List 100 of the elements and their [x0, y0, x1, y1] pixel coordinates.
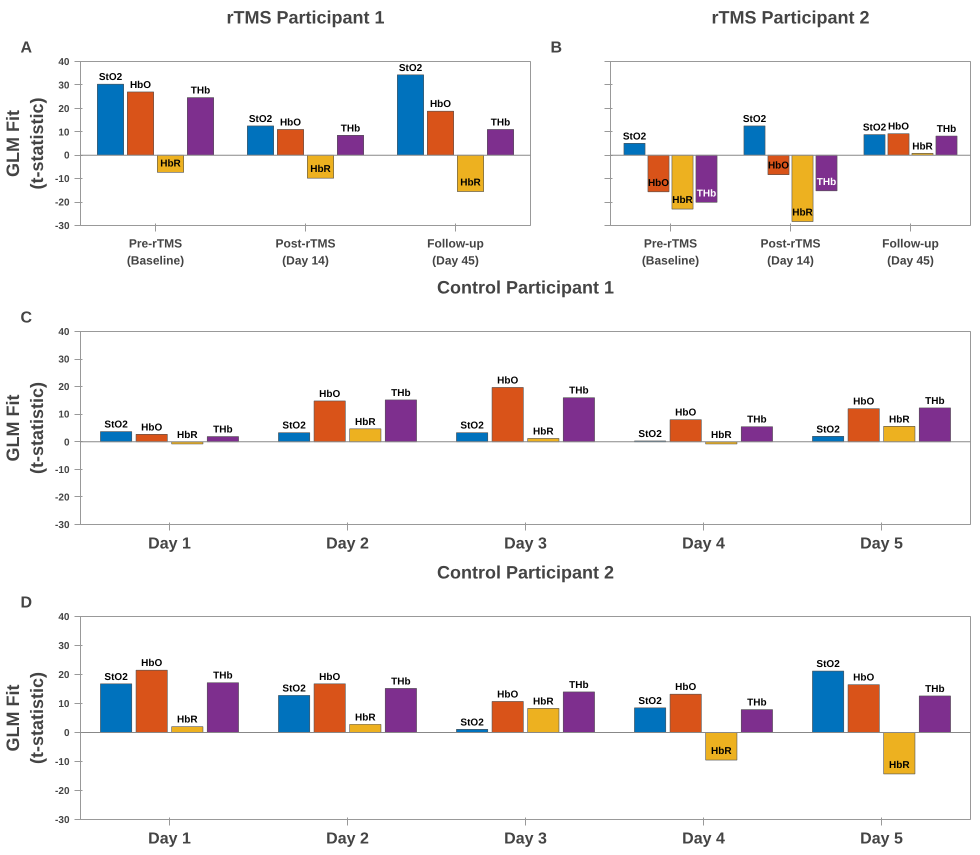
y-tick-label: -30	[55, 520, 70, 531]
series-label: StO2	[104, 672, 128, 683]
text: StO2	[638, 428, 662, 440]
text: StO2	[282, 420, 306, 432]
text: HbR	[355, 712, 376, 724]
text: HbO	[675, 408, 696, 419]
x-tick-label: Day 1	[148, 536, 191, 552]
text: StO2	[248, 114, 272, 125]
text: HbO	[853, 672, 874, 684]
series-label: HbR	[177, 430, 198, 441]
y-tick-label: 0	[64, 437, 70, 448]
x-tick-label: Post-rTMS (Day 14)	[760, 236, 820, 268]
text: THb	[925, 684, 945, 695]
y-tick-label: 10	[58, 127, 70, 138]
chart-title: Control Participant 2	[436, 562, 614, 582]
text: HbR	[889, 414, 910, 426]
y-axis-title: GLM Fit (t-statistic)	[3, 382, 48, 474]
series-label: HbR	[672, 195, 694, 206]
series-label: THb	[190, 86, 210, 97]
x-tick-label: Follow-up (Day 45)	[882, 236, 939, 268]
text: HbR	[912, 141, 933, 152]
text: HbR	[889, 760, 910, 771]
chart-title: Control Participant 1	[436, 278, 614, 298]
text: C	[20, 310, 32, 326]
series-label: StO2	[622, 131, 647, 142]
y-tick-label: -20	[55, 786, 70, 797]
text: D	[20, 594, 32, 612]
x-tick-label: Day 3	[504, 830, 547, 848]
y-tick-label: 30	[58, 641, 70, 652]
x-tick-label: Day 2	[326, 830, 369, 848]
text: StO2	[742, 114, 766, 125]
text: HbO	[497, 375, 518, 386]
text: THb	[936, 124, 956, 136]
text: THb	[490, 117, 510, 128]
text: StO2	[460, 420, 484, 432]
y-tick-label: 0	[64, 150, 70, 162]
text: HbO	[888, 122, 910, 133]
y-tick-label: -10	[55, 174, 70, 186]
x-tick-label: Day 5	[860, 830, 903, 848]
y-tick-label: 40	[58, 57, 70, 68]
text: THb	[391, 676, 411, 688]
text: HbR	[533, 426, 554, 438]
y-tick-label: -10	[55, 464, 70, 476]
x-tick-label: Follow-up (Day 45)	[427, 236, 484, 268]
text: StO2	[816, 424, 840, 436]
text: HbO	[319, 672, 340, 683]
text: THb	[569, 386, 589, 397]
text: HbR	[355, 416, 376, 428]
y-tick-label: 30	[58, 80, 70, 92]
x-tick-label: Day 1	[148, 830, 191, 848]
text: THb	[747, 698, 767, 709]
x-tick-label: Post-rTMS (Day 14)	[276, 236, 336, 268]
series-label: HbO	[648, 178, 670, 189]
series-label: THb	[213, 424, 233, 436]
text: HbR	[792, 208, 813, 219]
series-label: HbR	[310, 164, 332, 176]
y-tick-label: 30	[58, 354, 70, 366]
text: HbR	[533, 696, 554, 708]
x-tick-label: Day 4	[682, 536, 725, 552]
chart-title: rTMS Participant 2	[711, 8, 870, 28]
text: StO2	[398, 62, 422, 74]
x-tick-label: Pre-rTMS (Baseline)	[126, 236, 184, 268]
y-axis-title: GLM Fit (t-statistic)	[3, 97, 48, 190]
y-tick-label: 0	[64, 728, 70, 739]
chart-title: rTMS Participant 1	[226, 8, 385, 28]
text: THb	[340, 123, 360, 134]
y-axis-title: GLM Fit (t-statistic)	[3, 672, 48, 764]
series-label: HbR	[177, 714, 198, 726]
text: THb	[925, 396, 945, 407]
x-tick-label: Day 3	[504, 536, 547, 552]
y-tick-label: -20	[55, 198, 70, 209]
y-tick-label: 40	[58, 327, 70, 338]
y-tick-label: -20	[55, 492, 70, 504]
series-label: HbO	[141, 658, 162, 670]
series-label: THb	[696, 188, 716, 200]
text: StO2	[282, 683, 306, 694]
y-tick-label: 20	[58, 104, 70, 115]
text: StO2	[816, 659, 840, 670]
x-tick-label: Pre-rTMS (Baseline)	[642, 236, 700, 268]
y-tick-label: 10	[58, 410, 70, 421]
text: A	[20, 40, 32, 56]
x-tick-label: Day 4	[682, 830, 725, 848]
text: HbR	[711, 430, 732, 441]
text: StO2	[460, 717, 484, 728]
y-tick-label: -10	[55, 757, 70, 768]
text: StO2	[862, 122, 886, 134]
series-label: HbO	[141, 422, 162, 434]
x-tick-label: Day 5	[860, 536, 903, 552]
y-tick-label: 20	[58, 382, 70, 394]
text: HbO	[768, 160, 790, 172]
text: HbO	[497, 689, 518, 700]
text: HbR	[460, 178, 481, 189]
text: HbO	[280, 117, 302, 128]
text: THb	[391, 388, 411, 399]
text: HbO	[675, 682, 696, 694]
y-tick-label: 40	[58, 612, 70, 623]
x-tick-label: Day 2	[326, 536, 369, 552]
text: THb	[816, 176, 836, 188]
text: THb	[569, 680, 589, 691]
y-tick-label: -30	[55, 815, 70, 826]
